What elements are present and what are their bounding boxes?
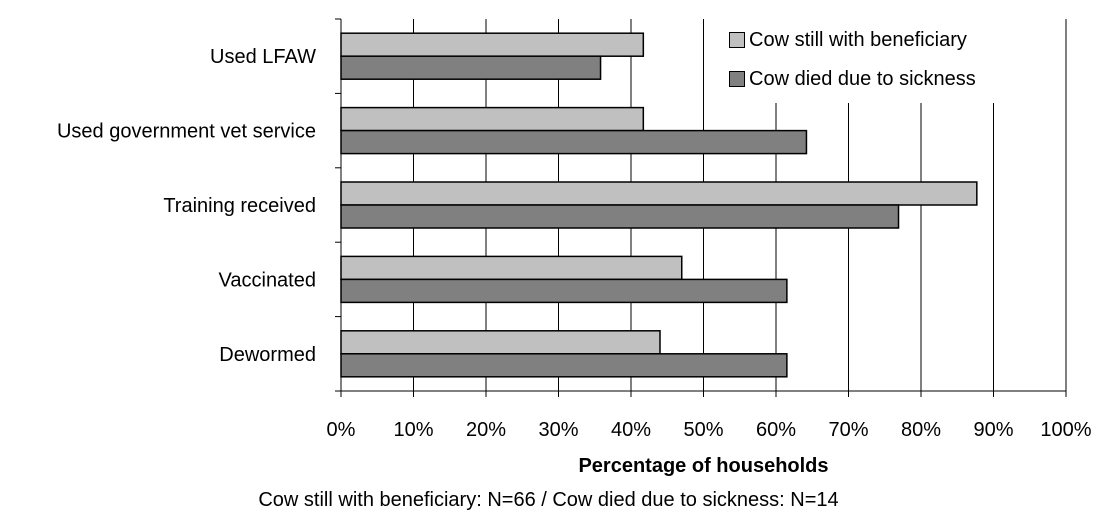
category-label: Training received (163, 195, 316, 217)
category-label: Used government vet service (57, 121, 316, 143)
legend-swatch-light (729, 32, 745, 48)
x-tick-label: 20% (466, 419, 506, 441)
category-label: Vaccinated (219, 269, 316, 291)
legend-label: Cow died due to sickness (749, 67, 976, 90)
x-tick-label: 100% (1040, 419, 1091, 441)
category-label: Used LFAW (210, 46, 316, 68)
x-tick-label: 30% (538, 419, 578, 441)
x-tick-label: 50% (683, 419, 723, 441)
bar-still-with-beneficiary (340, 330, 661, 355)
category-label: Dewormed (219, 344, 316, 366)
legend: Cow still with beneficiary Cow died due … (715, 19, 1063, 103)
x-axis-title: Percentage of households (578, 455, 829, 477)
bar-died-due-to-sickness (340, 129, 808, 155)
footnote: Cow still with beneficiary: N=66 / Cow d… (258, 489, 839, 511)
bar-still-with-beneficiary (340, 32, 645, 57)
x-tick-label: 10% (393, 419, 433, 441)
x-tick-label: 40% (611, 419, 651, 441)
bar-died-due-to-sickness (340, 353, 788, 378)
x-tick-label: 60% (756, 419, 796, 441)
legend-item-cow-died-due-to-sickness: Cow died due to sickness (729, 64, 976, 94)
legend-label: Cow still with beneficiary (749, 28, 967, 51)
x-tick-label: 80% (901, 419, 941, 441)
x-tick-label: 70% (828, 419, 868, 441)
bar-died-due-to-sickness (340, 278, 788, 304)
legend-swatch-dark (729, 71, 745, 87)
bar-still-with-beneficiary (340, 181, 978, 206)
x-tick-label: 0% (327, 419, 356, 441)
bar-died-due-to-sickness (340, 55, 602, 80)
x-tick-labels: 0% 10% 20% 30% 40% 50% 60% 70% 80% 90% 100% (327, 419, 1092, 441)
axes (335, 18, 1067, 397)
bar-still-with-beneficiary (340, 255, 683, 281)
x-tick-label: 90% (973, 419, 1013, 441)
bars (340, 32, 978, 378)
bar-still-with-beneficiary (340, 106, 645, 132)
bar-died-due-to-sickness (340, 204, 900, 229)
legend-item-cow-still-with-beneficiary: Cow still with beneficiary (729, 25, 967, 55)
category-labels: Used LFAW Used government vet service Trai… (57, 46, 316, 366)
